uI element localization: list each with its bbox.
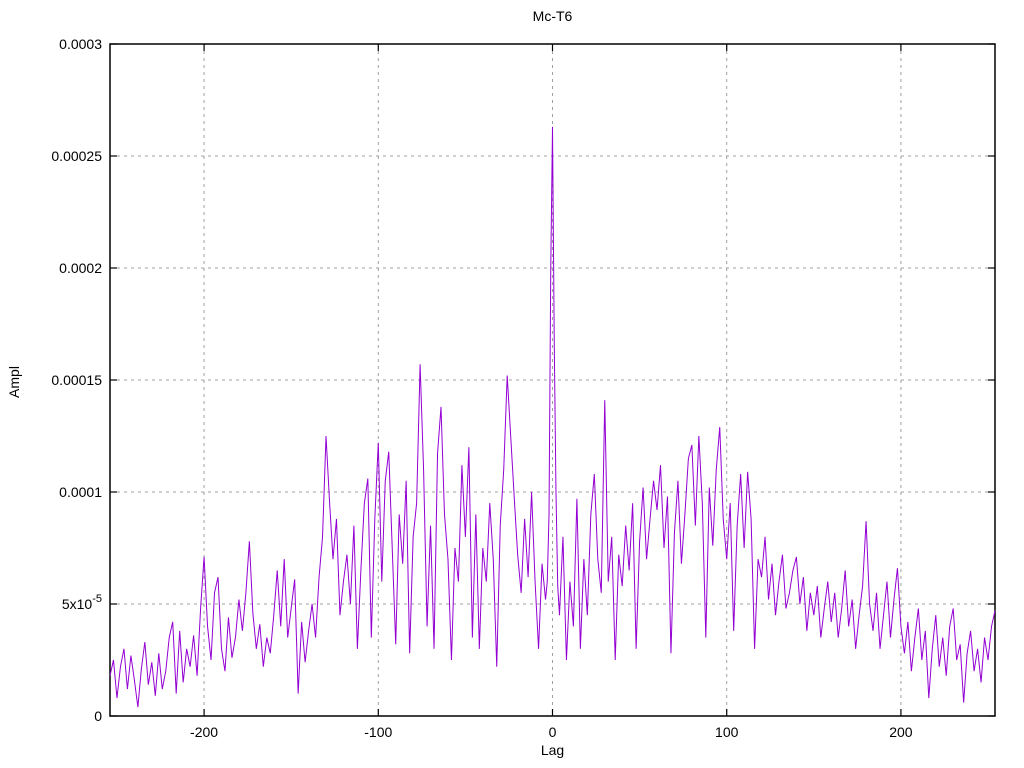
x-tick-label: 0 [549, 724, 557, 740]
chart-title: Mc-T6 [532, 8, 573, 24]
x-tick-label: 200 [889, 724, 913, 740]
y-tick-label: 5x10-5 [62, 593, 102, 612]
y-tick-label: 0.0002 [59, 260, 102, 276]
data-series-line [109, 126, 996, 708]
x-tick-label: 100 [715, 724, 739, 740]
x-tick-label: -100 [364, 724, 392, 740]
y-tick-label: 0.0003 [59, 36, 102, 52]
x-tick-label: -200 [190, 724, 218, 740]
y-tick-label: 0.00025 [51, 148, 102, 164]
x-axis-title: Lag [540, 742, 565, 758]
y-tick-label: 0 [94, 708, 102, 724]
y-tick-label: 0.0001 [59, 484, 102, 500]
y-tick-label: 0.00015 [51, 372, 102, 388]
